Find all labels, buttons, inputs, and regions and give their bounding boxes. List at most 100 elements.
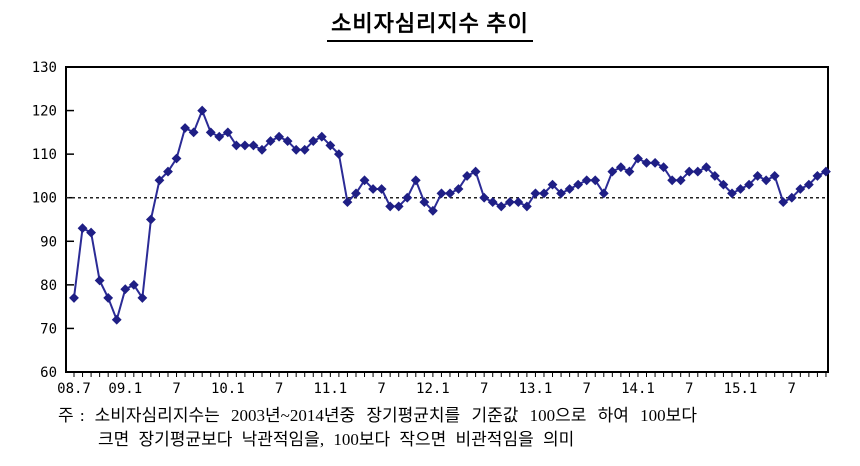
data-point-marker [214,131,225,142]
line-chart-plot: 60 70 80 90 100 110 120 130 08.7 09.1 7 10.1 7 11.1 7 1… [32,60,831,397]
data-point-marker [325,140,336,151]
y-axis-label: 80 [40,278,57,294]
data-point-marker [427,205,438,216]
data-point-marker [684,166,695,177]
y-axis-label: 120 [32,104,57,120]
data-point-marker [573,179,584,190]
data-point-marker [171,153,182,164]
y-axis-label: 130 [32,60,57,76]
data-point-marker [479,192,490,203]
data-point-marker [496,201,507,212]
data-point-marker [795,184,806,194]
data-point-marker [359,175,370,186]
data-point-marker [222,127,233,138]
data-point-marker [744,179,754,190]
footnote-line2-text: 크면 장기평균보다 낙관적임을, 100보다 작으면 비관적임을 의미 [98,430,575,449]
data-point-marker [197,105,208,116]
data-point-marker [351,188,361,199]
data-point-marker [333,149,344,160]
plot-frame [65,66,829,373]
y-axis-label: 110 [32,147,57,163]
data-point-marker [180,123,190,133]
data-point-marker [786,192,797,203]
data-point-marker [650,157,660,168]
data-point-marker [530,188,541,199]
data-point-marker [77,223,88,234]
data-point-marker [761,175,772,186]
x-axis-label: 15.1 [724,381,758,397]
data-point-marker [419,197,430,207]
data-point-marker [453,184,464,194]
data-point-marker [257,144,267,155]
data-point-marker [445,188,455,199]
x-axis-label: 08.7 [57,381,91,397]
footnote-line1-text: 소비자심리지수는 2003년~2014년중 장기평균치를 기준값 100으로 하… [94,406,697,425]
data-point-marker [393,201,404,212]
data-point-marker [727,188,737,199]
data-point-marker [231,140,242,151]
data-point-marker [368,184,378,194]
data-point-marker [274,131,284,142]
footnote-line-2: 크면 장기평균보다 낙관적임을, 100보다 작으면 비관적임을 의미 [58,428,838,452]
data-point-marker [547,179,558,190]
data-point-marker [701,162,712,173]
data-point-marker [633,153,643,164]
data-point-marker [402,192,413,203]
data-point-marker [188,127,199,138]
data-point-marker [163,166,173,177]
data-point-marker [282,136,293,146]
data-point-marker [821,166,831,177]
x-axis-label: 7 [582,381,590,397]
y-axis-label: 100 [32,191,57,207]
data-point-marker [803,179,814,190]
data-point-marker [590,175,601,186]
data-point-marker [470,166,481,177]
y-axis-label: 70 [40,321,57,337]
data-point-marker [718,179,729,190]
data-point-marker [103,293,114,303]
data-point-marker [94,275,105,286]
data-point-marker [248,140,259,151]
x-axis-label: 7 [480,381,488,397]
data-point-marker [145,214,156,225]
data-point-marker [239,140,250,151]
data-point-marker [598,188,609,199]
x-axis-label: 10.1 [211,381,245,397]
data-point-marker [556,188,566,199]
data-point-marker [615,162,626,173]
x-axis-label: 7 [172,381,180,397]
x-axis-label: 09.1 [108,381,142,397]
y-axis-label: 90 [40,234,57,250]
data-point-marker [581,175,592,186]
series-line [73,107,827,323]
x-axis-label: 14.1 [621,381,655,397]
x-axis-label: 7 [788,381,796,397]
data-point-marker [667,175,678,186]
data-point-marker [539,188,549,199]
data-point-marker [692,166,703,177]
data-point-marker [436,188,447,199]
footnote: 주 : 소비자심리지수는 2003년~2014년중 장기평균치를 기준값 100으… [58,404,838,452]
data-point-marker [69,293,79,303]
data-point-marker [521,201,532,212]
data-point-marker [86,227,96,238]
data-point-marker [376,184,387,194]
data-point-marker [675,175,686,186]
data-point-marker [607,166,618,177]
y-axis-label: 60 [40,365,57,381]
data-point-marker [487,197,498,207]
data-point-marker [513,197,524,207]
x-axis-label: 7 [377,381,385,397]
data-point-marker [265,136,276,146]
data-point-marker [410,175,421,186]
data-point-marker [137,293,148,303]
data-point-marker [316,131,327,142]
data-point-marker [299,144,310,155]
data-point-marker [154,175,165,186]
x-axis-label: 13.1 [519,381,553,397]
data-point-marker [120,284,131,295]
data-point-marker [128,279,139,290]
data-point-marker [709,171,720,181]
data-point-marker [205,127,216,138]
